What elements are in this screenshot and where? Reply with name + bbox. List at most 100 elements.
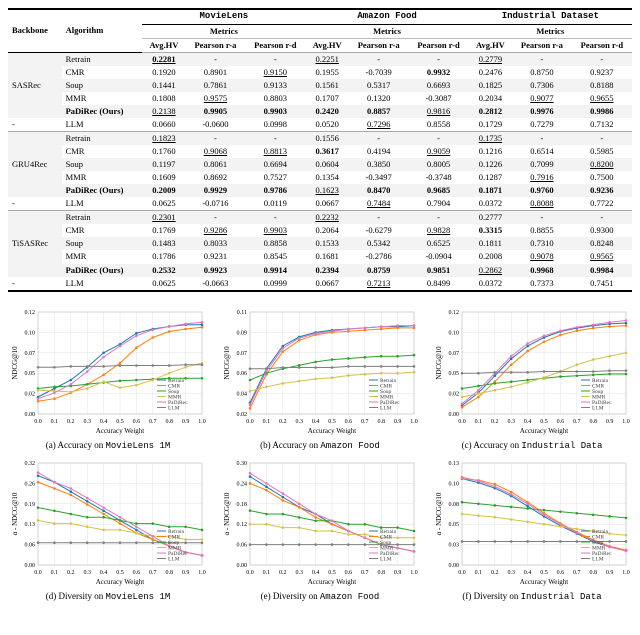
value-cell: 0.8750 — [512, 66, 572, 79]
chart-caption: (d) Diversity on MovieLens 1M — [46, 591, 171, 602]
table-row: CMR0.17600.90680.88130.36170.41940.90590… — [8, 145, 632, 158]
svg-text:0.0: 0.0 — [246, 419, 254, 425]
svg-text:1.0: 1.0 — [410, 419, 418, 425]
value-cell: 0.7484 — [349, 197, 409, 211]
value-cell: 0.1823 — [142, 132, 185, 146]
svg-text:0.06: 0.06 — [237, 542, 248, 548]
value-cell: 0.8692 — [186, 171, 246, 184]
value-cell: - — [408, 211, 468, 225]
value-cell: 0.2777 — [469, 211, 512, 225]
algo-cell: LLM — [62, 197, 143, 211]
table-row: PaDiRec (Ours)0.20090.99290.97860.16230.… — [8, 184, 632, 197]
svg-text:0.12: 0.12 — [237, 522, 248, 528]
value-cell: 0.7310 — [512, 237, 572, 250]
value-cell: 0.3850 — [349, 158, 409, 171]
svg-text:0.07: 0.07 — [449, 350, 460, 356]
col-algorithm: Algorithm — [62, 9, 143, 52]
algo-cell: LLM — [62, 118, 143, 132]
value-cell: 0.9986 — [572, 105, 632, 118]
value-cell: - — [349, 52, 409, 66]
svg-text:0.19: 0.19 — [25, 501, 36, 507]
algo-cell: Retrain — [62, 52, 143, 66]
svg-text:0.05: 0.05 — [449, 522, 460, 528]
metric-col: Avg.HV — [305, 38, 348, 52]
value-cell: 0.9133 — [245, 79, 305, 92]
metric-col: Pearson r-a — [186, 38, 246, 52]
value-cell: 0.7099 — [512, 158, 572, 171]
value-cell: 0.8088 — [512, 197, 572, 211]
algo-cell: CMR — [62, 145, 143, 158]
value-cell: - — [245, 52, 305, 66]
value-cell: - — [572, 211, 632, 225]
svg-text:0.11: 0.11 — [237, 310, 247, 316]
value-cell: 0.7916 — [512, 171, 572, 184]
svg-text:0.00: 0.00 — [237, 563, 248, 569]
backbone-cell: SASRec — [8, 52, 62, 118]
metric-col: Pearson r-d — [572, 38, 632, 52]
table-row: -LLM0.0625-0.07160.01190.06670.74840.790… — [8, 197, 632, 211]
svg-text:0.3: 0.3 — [507, 570, 515, 576]
value-cell: 0.2251 — [305, 52, 348, 66]
value-cell: 0.3617 — [305, 145, 348, 158]
value-cell: 0.8545 — [245, 250, 305, 263]
table-body: SASRecRetrain0.2281--0.2251--0.2779-- CMR… — [8, 52, 632, 290]
value-cell: - — [572, 132, 632, 146]
value-cell: - — [245, 132, 305, 146]
svg-text:0.12: 0.12 — [449, 310, 460, 316]
value-cell: 0.0667 — [305, 197, 348, 211]
value-cell: 0.1808 — [142, 92, 185, 105]
table-row: MMR0.17860.92310.85450.1681-0.2786-0.090… — [8, 250, 632, 263]
svg-text:0.0: 0.0 — [34, 570, 42, 576]
value-cell: 0.8033 — [186, 237, 246, 250]
value-cell: 0.8759 — [349, 264, 409, 277]
value-cell: 0.1825 — [469, 79, 512, 92]
svg-text:1.0: 1.0 — [198, 419, 206, 425]
value-cell: -0.0600 — [186, 118, 246, 132]
svg-text:α - NDCG@10: α - NDCG@10 — [435, 492, 443, 535]
svg-text:0.7: 0.7 — [149, 419, 157, 425]
value-cell: 0.1556 — [305, 132, 348, 146]
svg-text:0.7: 0.7 — [149, 570, 157, 576]
svg-text:0.1: 0.1 — [263, 419, 271, 425]
svg-text:0.10: 0.10 — [25, 330, 36, 336]
value-cell: 0.7296 — [349, 118, 409, 132]
svg-text:0.7: 0.7 — [573, 419, 581, 425]
value-cell: 0.1735 — [469, 132, 512, 146]
algo-cell: Soup — [62, 237, 143, 250]
chart-cell: 0.000.060.130.190.260.320.00.10.20.30.40… — [8, 457, 208, 602]
value-cell: 0.5342 — [349, 237, 409, 250]
svg-text:0.8: 0.8 — [377, 570, 385, 576]
svg-text:0.1: 0.1 — [475, 570, 483, 576]
svg-text:0.06: 0.06 — [237, 371, 248, 377]
svg-text:Accuracy Weight: Accuracy Weight — [520, 427, 569, 435]
svg-text:LLM: LLM — [168, 556, 180, 562]
table-row: SASRecRetrain0.2281--0.2251--0.2779-- — [8, 52, 632, 66]
value-cell: - — [572, 52, 632, 66]
svg-text:α - NDCG@10: α - NDCG@10 — [223, 492, 231, 535]
value-cell: 0.7500 — [572, 171, 632, 184]
value-cell: 0.6514 — [512, 145, 572, 158]
value-cell: 0.8803 — [245, 92, 305, 105]
value-cell: 0.1226 — [469, 158, 512, 171]
value-cell: 0.1920 — [142, 66, 185, 79]
value-cell: 0.9237 — [572, 66, 632, 79]
svg-text:0.8: 0.8 — [589, 419, 597, 425]
value-cell: 0.1623 — [305, 184, 348, 197]
algo-cell: CMR — [62, 224, 143, 237]
svg-text:0.5: 0.5 — [116, 419, 124, 425]
value-cell: -0.3087 — [408, 92, 468, 105]
value-cell: 0.7527 — [245, 171, 305, 184]
svg-text:0.4: 0.4 — [524, 419, 532, 425]
table-row: Soup0.14830.80330.88580.15330.53420.6525… — [8, 237, 632, 250]
svg-text:0.3: 0.3 — [83, 419, 91, 425]
value-cell: - — [186, 52, 246, 66]
algo-cell: PaDiRec (Ours) — [62, 105, 143, 118]
col-backbone: Backbone — [8, 9, 62, 52]
svg-text:0.02: 0.02 — [237, 412, 248, 418]
svg-text:0.08: 0.08 — [449, 501, 460, 507]
svg-text:0.32: 0.32 — [25, 461, 36, 467]
value-cell: 0.2034 — [469, 92, 512, 105]
value-cell: 0.9932 — [408, 66, 468, 79]
svg-text:0.5: 0.5 — [540, 419, 548, 425]
value-cell: 0.9655 — [572, 92, 632, 105]
